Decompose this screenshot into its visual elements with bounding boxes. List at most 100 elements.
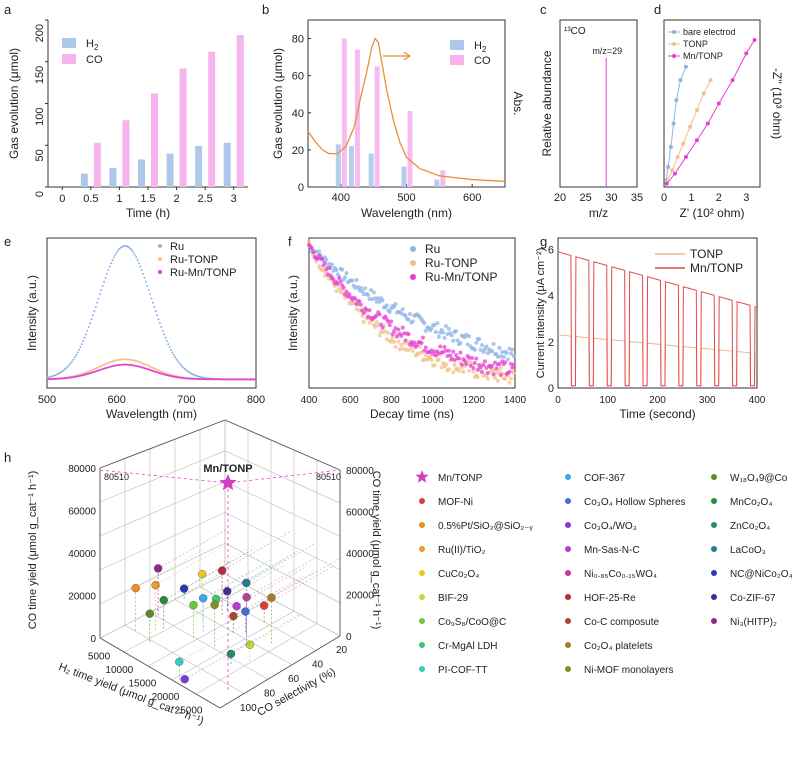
legend-label-h: PI-COF-TT [438,665,487,676]
projection-line-h [245,571,316,612]
point-f-Ru-TONP [503,376,508,381]
point-f-Ru-Mn/TONP [469,355,474,360]
legend-label-h: Co₃O₄ Hollow Spheres [584,497,686,508]
data-point-h [131,584,140,593]
y-tick-label-a: 50 [34,149,46,161]
point-e-Ru-Mn/TONP [255,378,257,381]
y-tick-label-g: 4 [548,291,554,303]
x-tick-label-b: 500 [397,192,415,204]
point-f-Ru-Mn/TONP [331,277,336,282]
data-point-h [259,601,269,610]
point-f-Ru-Mn/TONP [354,302,359,307]
point-f-Ru [505,357,510,362]
point-f-Ru [380,298,385,303]
point-f-Ru-TONP [491,368,496,373]
point-d-bare electrod [678,78,683,83]
legend-marker-h [711,546,717,552]
right-tick-label-h: 0 [346,632,352,643]
point-f-Ru [458,340,463,345]
h2-tick-label-h: 20000 [152,692,180,703]
data-point-h [242,593,251,602]
point-e-Ru-Mn/TONP [239,378,242,381]
point-d-TONP [688,124,693,129]
legend-marker-h [711,570,717,576]
legend-label-h: Ru(II)/TiO₂ [438,545,486,556]
projection-line-h [202,533,273,575]
point-d-bare electrod [671,121,676,126]
point-e-Ru [129,247,132,250]
data-point-h [151,580,160,590]
legend-marker-h [565,570,571,576]
point-f-Ru-TONP [423,353,428,358]
point-e-Ru-Mn/TONP [215,378,218,381]
legend-marker-h [565,522,571,528]
point-e-Ru [158,322,161,325]
data-point-h [145,609,154,618]
point-e-Ru [182,366,185,369]
x-tick-label-g: 100 [599,395,616,406]
x-tick-label-f: 400 [301,395,318,406]
legend-label-d: TONP [683,39,708,49]
panel-label-d: d [654,2,661,17]
point-f-Ru-TONP [383,329,388,334]
legend-marker-h [711,594,717,600]
point-d-Mn/TONP [694,138,699,143]
point-f-Ru [340,267,345,272]
point-f-Ru-TONP [419,350,424,355]
point-e-Ru-Mn/TONP [231,378,234,381]
data-point-h [159,596,168,605]
point-e-Ru [143,276,146,279]
bar-a-CO [151,93,158,187]
point-f-Ru [354,277,359,282]
line-d-TONP [666,79,712,183]
point-f-Ru-TONP [399,343,404,348]
legend-label-h: ZnCo₂O₄ [730,521,770,532]
point-f-Ru [317,249,322,254]
legend-marker-d [672,30,676,34]
x-tick-label-a: 3 [231,193,237,205]
legend-marker-d [672,42,676,46]
grid-h [124,624,245,694]
legend-label-h: MnCo₂O₄ [730,497,772,508]
x-tick-label-d: 0 [661,192,667,204]
point-f-Ru [371,290,376,295]
point-e-Ru-Mn/TONP [50,378,53,381]
point-e-Ru [128,246,131,249]
legend-swatch-co-b [450,55,464,65]
legend-label-co-a: CO [86,54,103,66]
point-e-Ru [72,358,75,361]
point-f-Ru-TONP [507,380,512,385]
point-f-Ru-Mn/TONP [481,363,486,368]
legend-marker-h [419,618,425,624]
point-f-Ru-TONP [334,289,339,294]
point-e-Ru [161,329,164,332]
right-tick-label-h: 20000 [346,591,374,602]
axis-h [99,637,221,709]
x-tick-label-b: 400 [332,192,350,204]
point-e-Ru [163,333,166,336]
point-f-Ru-TONP [422,357,427,362]
point-e-Ru-Mn/TONP [48,378,51,381]
point-f-Ru [504,351,509,356]
point-f-Ru-TONP [467,368,472,373]
point-f-Ru-TONP [429,358,434,363]
point-e-Ru [65,366,68,369]
point-f-Ru [376,296,381,301]
point-f-Ru-Mn/TONP [448,353,453,358]
point-e-Ru-Mn/TONP [243,378,246,381]
point-e-Ru [137,262,140,265]
point-e-Ru [139,265,142,268]
point-f-Ru [451,338,456,343]
point-e-Ru [144,280,147,283]
legend-marker-f [410,246,416,252]
point-f-Ru [384,303,389,308]
point-f-Ru-Mn/TONP [467,355,472,360]
point-e-Ru-Mn/TONP [228,378,231,381]
point-f-Ru-TONP [436,357,441,362]
legend-marker-e [158,270,162,274]
legend-marker-h [565,594,571,600]
highlight-value-left-h: 80510 [104,472,129,482]
point-f-Ru [334,268,339,273]
x-tick-label-a: 0 [59,193,65,205]
point-f-Ru-TONP [495,378,500,383]
